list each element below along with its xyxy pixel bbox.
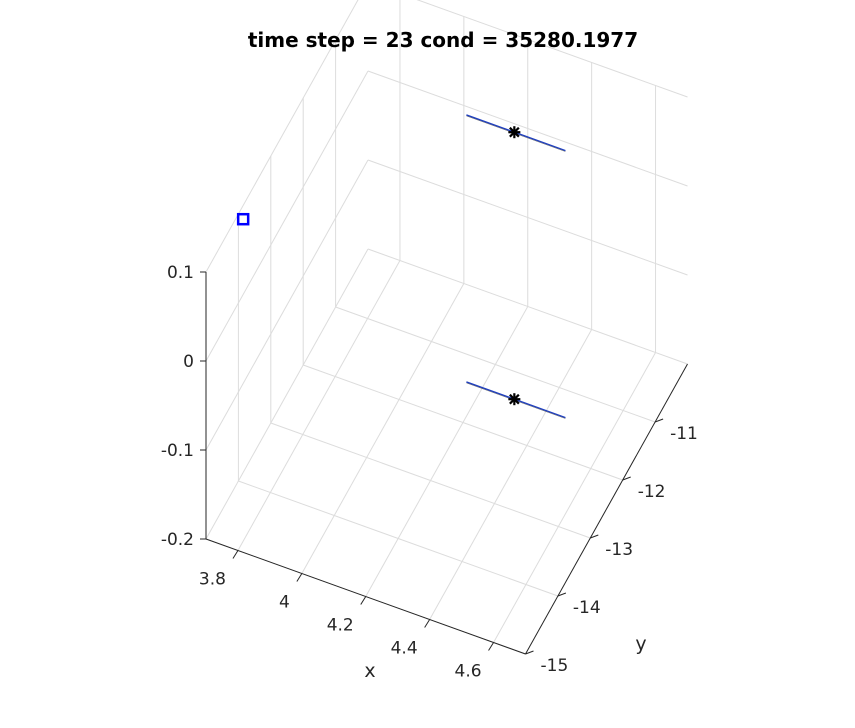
x-tick	[360, 596, 367, 605]
star-marker	[508, 393, 521, 406]
grid-line	[367, 70, 688, 187]
tick-layer: 3.8 4 4.2 4.4 4.6 -11 -12 -13 -14 -15 0.1 0 -0.1 -0.2	[161, 263, 698, 682]
y-tick-label: -11	[670, 424, 698, 444]
square-marker	[236, 212, 250, 226]
y-tick	[622, 476, 631, 481]
grid-line	[335, 306, 656, 423]
z-tick-label: 0.1	[167, 263, 194, 283]
y-tick	[590, 534, 599, 539]
grid-line	[367, 248, 688, 365]
y-tick-label: -15	[541, 656, 569, 676]
grid-layer	[205, 0, 688, 655]
x-tick	[296, 573, 303, 582]
y-tick-label: -12	[638, 482, 666, 502]
x-tick-label: 4.2	[327, 616, 354, 636]
y-axis-line	[525, 363, 688, 655]
x-tick	[488, 642, 494, 651]
y-tick	[654, 418, 664, 423]
grid-line	[237, 260, 401, 551]
grid-line	[205, 0, 359, 273]
grid-line	[205, 70, 369, 362]
grid-line	[493, 352, 656, 643]
y-tick-label: -14	[573, 598, 601, 618]
y-tick-label: -13	[605, 540, 633, 560]
grid-line	[205, 159, 369, 451]
grid-line	[205, 248, 369, 540]
grid-line	[238, 480, 559, 597]
y-tick	[525, 650, 534, 655]
grid-line	[270, 422, 591, 539]
z-tick-label: -0.2	[161, 530, 194, 550]
y-tick	[557, 592, 567, 597]
x-tick	[232, 550, 239, 559]
x-tick-label: 4.6	[455, 662, 482, 682]
chart-title: time step = 23 cond = 35280.1977	[248, 28, 638, 52]
grid-line	[303, 364, 623, 481]
x-tick-label: 4.4	[391, 639, 418, 659]
y-axis-label: y	[635, 633, 646, 655]
z-tick-label: -0.1	[161, 441, 194, 461]
x-tick-label: 4	[279, 593, 290, 613]
x-axis-label: x	[364, 660, 375, 682]
x-tick-label: 3.8	[199, 570, 226, 590]
grid-line	[301, 283, 465, 574]
series-layer	[236, 114, 566, 419]
star-marker	[508, 126, 521, 139]
grid-line	[429, 329, 593, 620]
grid-line	[365, 306, 529, 597]
x-tick	[424, 619, 431, 628]
z-tick-label: 0	[183, 352, 194, 372]
grid-line	[416, 0, 688, 98]
grid-line	[367, 159, 688, 276]
